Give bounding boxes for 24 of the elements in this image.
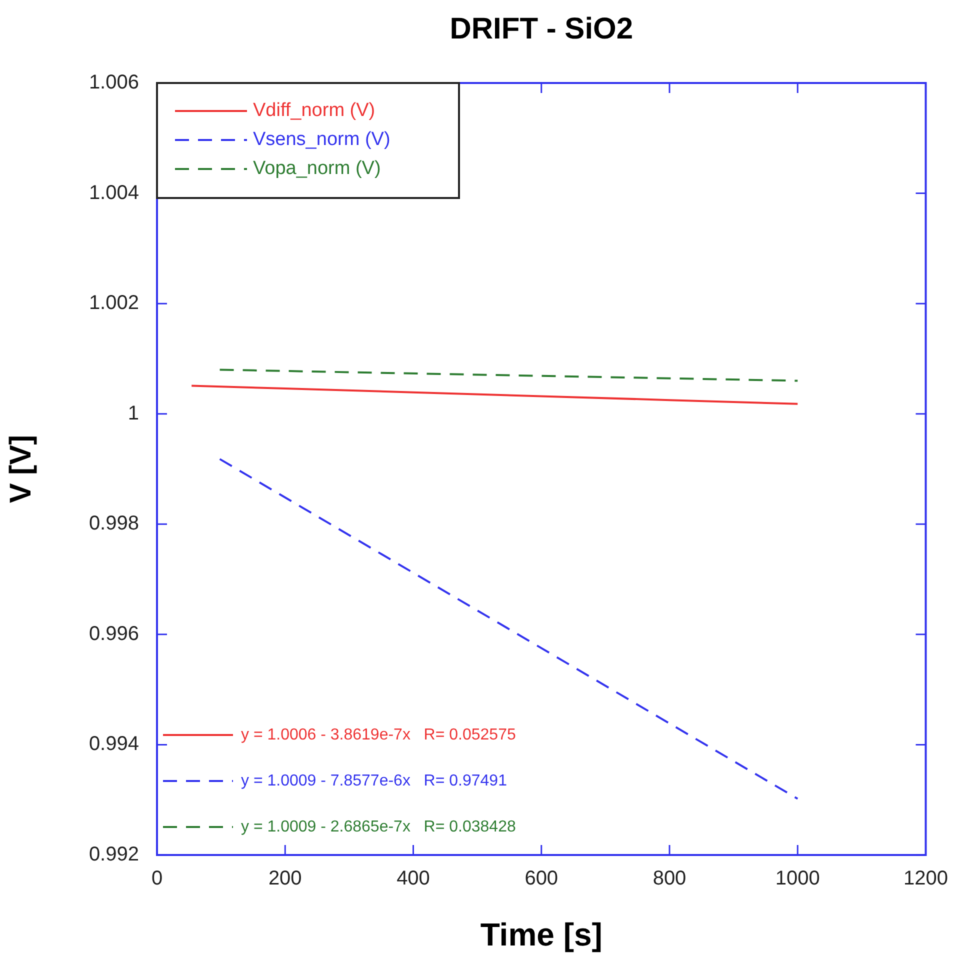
y-tick-label: 1.002	[88, 292, 139, 314]
x-tick-label: 400	[396, 868, 430, 890]
y-axis-title: V [V]	[4, 434, 38, 504]
y-tick-label: 0.992	[88, 844, 139, 866]
x-tick-label: 600	[524, 868, 558, 890]
legend-label: Vdiff_norm (V)	[253, 100, 376, 122]
y-tick-label: 0.998	[88, 512, 139, 535]
y-tick-label: 0.994	[88, 733, 139, 756]
x-tick-label: 1200	[904, 868, 948, 890]
legend-label: Vopa_norm (V)	[253, 158, 381, 180]
annotation: y = 1.0009 - 2.6865e-7x R= 0.038428	[241, 818, 516, 836]
annotation: y = 1.0009 - 7.8577e-6x R= 0.97491	[241, 772, 508, 790]
y-tick-label: 0.996	[88, 622, 139, 645]
x-tick-label: 200	[268, 868, 302, 890]
chart-title: DRIFT - SiO2	[450, 12, 634, 46]
x-tick-label: 0	[151, 868, 163, 890]
x-tick-label: 800	[652, 868, 686, 890]
y-tick-label: 1.006	[88, 72, 139, 94]
legend-label: Vsens_norm (V)	[253, 129, 390, 150]
y-tick-label: 1	[128, 402, 139, 424]
annotation: y = 1.0006 - 3.8619e-7x R= 0.052575	[241, 726, 516, 744]
x-axis-title: Time [s]	[480, 916, 602, 953]
y-tick-label: 1.004	[88, 182, 139, 204]
x-tick-label: 1000	[775, 868, 820, 890]
